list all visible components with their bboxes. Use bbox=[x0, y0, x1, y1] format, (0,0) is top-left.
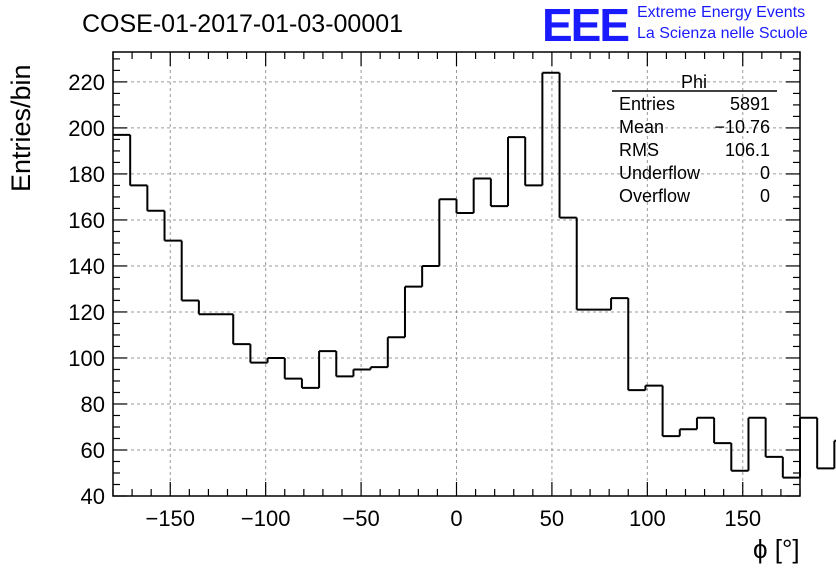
histogram-bin bbox=[524, 137, 543, 187]
stats-overflow-value: 0 bbox=[760, 186, 770, 206]
logo-line-1: Extreme Energy Events bbox=[637, 4, 806, 21]
histogram-bin bbox=[163, 210, 182, 242]
histogram-bin bbox=[438, 198, 457, 266]
stats-mean-value: −10.76 bbox=[714, 117, 770, 137]
stats-entries-label: Entries bbox=[619, 94, 675, 114]
x-tick-label: −100 bbox=[241, 506, 291, 531]
stats-box-name: Phi bbox=[681, 72, 707, 92]
histogram-bin bbox=[369, 366, 388, 370]
histogram-bars bbox=[113, 71, 836, 479]
y-axis-label: Entries/bin bbox=[6, 64, 36, 192]
histogram-bin bbox=[352, 368, 371, 377]
histogram-bin bbox=[507, 136, 526, 207]
x-tick-label: 150 bbox=[724, 506, 761, 531]
histogram-bin bbox=[197, 300, 217, 316]
histogram-bin bbox=[764, 417, 783, 458]
stats-underflow-label: Underflow bbox=[619, 163, 701, 183]
histogram-bin bbox=[695, 416, 715, 430]
y-tick-label: 200 bbox=[68, 116, 105, 141]
y-tick-label: 80 bbox=[81, 392, 105, 417]
histogram-bin bbox=[799, 416, 818, 478]
x-tick-label: −150 bbox=[145, 506, 195, 531]
histogram-bin bbox=[627, 298, 646, 392]
histogram-bin bbox=[661, 385, 680, 438]
stats-rms-value: 106.1 bbox=[725, 140, 770, 160]
y-tick-label: 100 bbox=[68, 346, 105, 371]
axis-ticks bbox=[112, 52, 801, 497]
histogram-bin bbox=[747, 416, 766, 471]
histogram-bin bbox=[318, 350, 337, 388]
chart-title: COSE-01-2017-01-03-00001 bbox=[82, 10, 404, 38]
x-axis-label: ϕ [°] bbox=[753, 534, 800, 564]
histogram-bin bbox=[816, 417, 835, 470]
histogram-bin bbox=[249, 344, 268, 364]
x-tick-label: −50 bbox=[342, 506, 379, 531]
histogram-bin bbox=[146, 185, 165, 212]
histogram-bin bbox=[266, 356, 285, 363]
histogram-bin bbox=[541, 71, 560, 186]
y-tick-label: 180 bbox=[68, 162, 105, 187]
histogram-bin bbox=[232, 314, 251, 346]
histogram-bin bbox=[455, 199, 474, 215]
stats-box: Phi Entries 5891 Mean −10.76 RMS 106.1 U… bbox=[612, 72, 777, 206]
histogram-bin bbox=[403, 285, 423, 338]
histogram-bin bbox=[781, 456, 800, 479]
y-tick-label: 160 bbox=[68, 208, 105, 233]
histogram-bin bbox=[180, 240, 199, 302]
stats-overflow-label: Overflow bbox=[619, 186, 691, 206]
stats-underflow-value: 0 bbox=[760, 163, 770, 183]
x-tick-label: 0 bbox=[450, 506, 462, 531]
histogram-bin bbox=[558, 72, 577, 219]
histogram-bin bbox=[283, 357, 302, 380]
stats-mean-label: Mean bbox=[619, 117, 664, 137]
histogram-bin bbox=[421, 264, 440, 287]
histogram-bin bbox=[386, 336, 405, 368]
histogram-bin bbox=[730, 443, 749, 472]
histogram-bin bbox=[335, 351, 354, 378]
y-tick-label: 40 bbox=[81, 484, 105, 509]
x-tick-label: 50 bbox=[540, 506, 564, 531]
histogram-bin bbox=[678, 428, 697, 437]
y-tick-label: 220 bbox=[68, 70, 105, 95]
histogram-bin bbox=[300, 378, 320, 389]
tick-labels: −150 −100 −50 0 50 100 150 40 60 80 100 120 140 160 18… bbox=[68, 70, 761, 531]
logo-line-2: La Scienza nelle Scuole bbox=[637, 25, 808, 42]
x-tick-label: 100 bbox=[629, 506, 666, 531]
histogram-bin bbox=[129, 134, 148, 187]
eee-logo: EEE bbox=[542, 0, 630, 51]
histogram-bin bbox=[472, 177, 491, 214]
stats-entries-value: 5891 bbox=[730, 94, 770, 114]
histogram-bin bbox=[575, 217, 594, 311]
histogram-bin bbox=[713, 417, 732, 445]
y-tick-label: 60 bbox=[81, 438, 105, 463]
histogram-bin bbox=[833, 439, 836, 469]
stats-rms-label: RMS bbox=[619, 140, 659, 160]
histogram-bin bbox=[610, 297, 629, 310]
histogram-bin bbox=[644, 384, 663, 391]
y-tick-label: 140 bbox=[68, 254, 105, 279]
y-tick-label: 120 bbox=[68, 300, 105, 325]
histogram-bin bbox=[489, 178, 509, 208]
